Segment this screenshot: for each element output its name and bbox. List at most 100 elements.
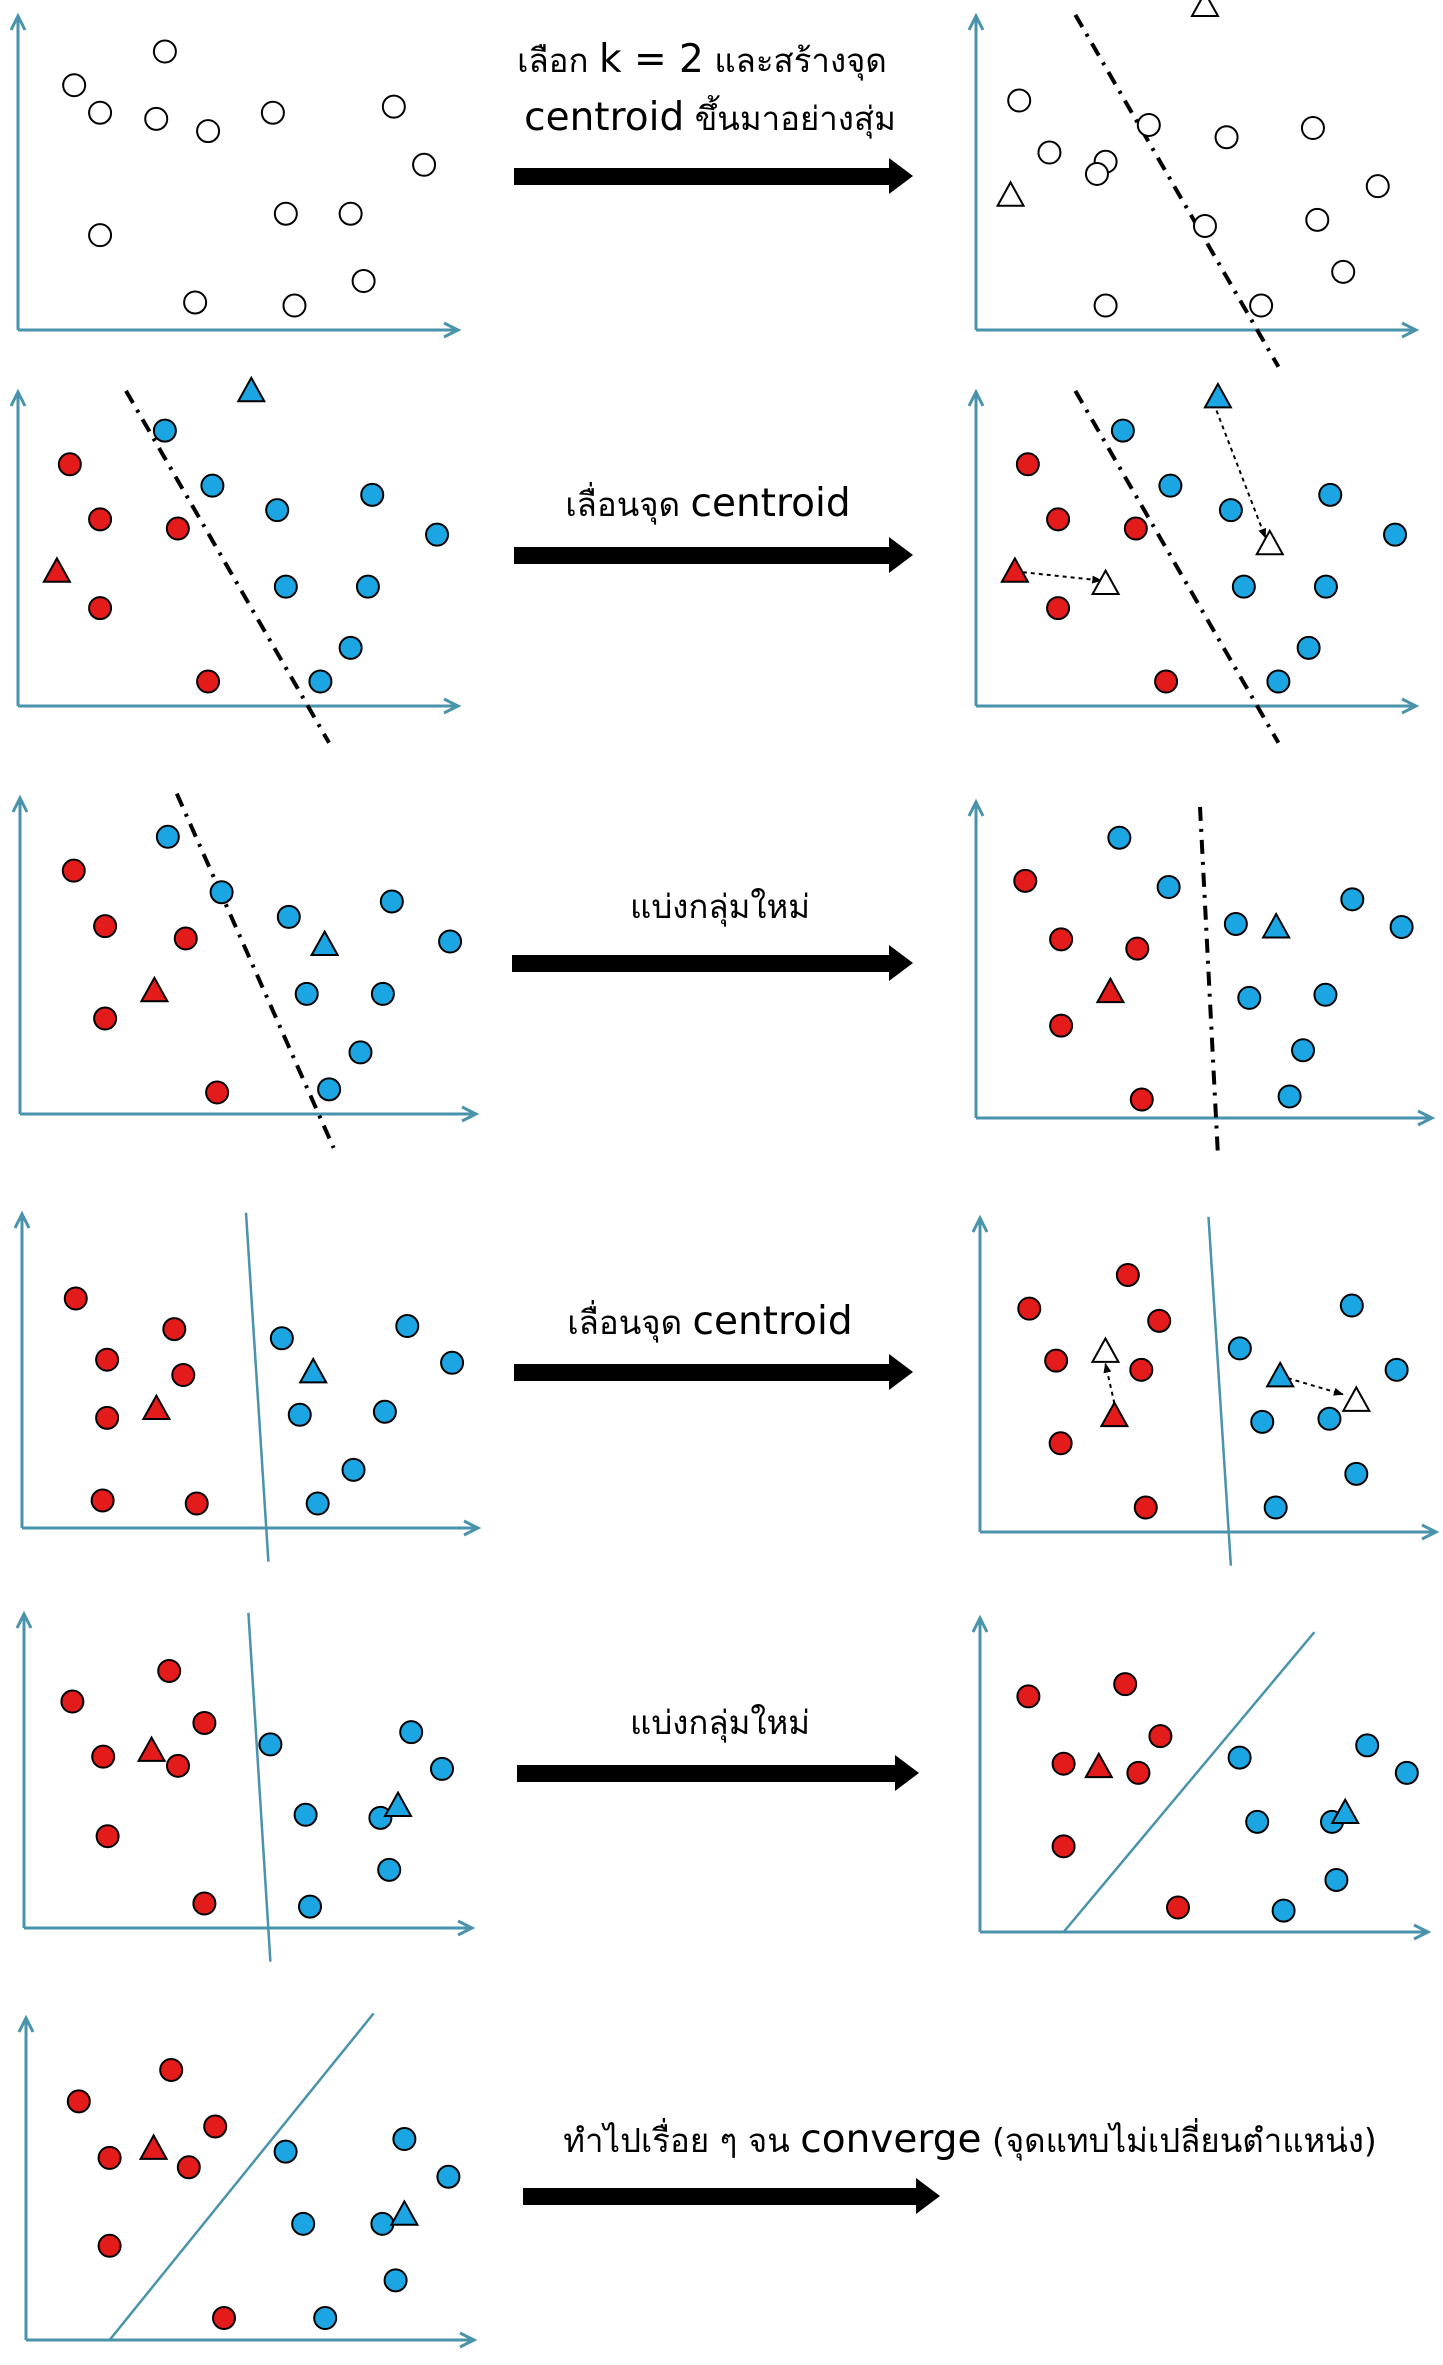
data-point: [1344, 1461, 1369, 1486]
data-point: [93, 1006, 118, 1031]
data-point: [1110, 418, 1135, 443]
data-point: [294, 981, 319, 1006]
data-point: [1383, 522, 1408, 547]
data-point: [1296, 635, 1321, 660]
step-6-arrow: [523, 2178, 940, 2214]
data-point: [1324, 1867, 1349, 1892]
data-point: [282, 293, 307, 318]
step-4-label: เลื่อนจุด centroid: [567, 1299, 852, 1344]
step-2-text-centroid: centroid: [691, 481, 851, 526]
data-point: [348, 1040, 373, 1065]
data-point: [1365, 174, 1390, 199]
step-6-text-a: ทำไปเรื่อย ๆ จน: [563, 2118, 800, 2160]
data-point: [305, 1491, 330, 1516]
data-point: [144, 106, 169, 131]
data-point: [1156, 875, 1181, 899]
data-point: [1129, 1087, 1154, 1112]
data-point: [1237, 985, 1262, 1010]
data-point: [203, 2114, 228, 2139]
data-point: [1313, 982, 1338, 1007]
data-point: [1249, 293, 1274, 318]
data-point: [166, 1753, 190, 1778]
data-point: [291, 2211, 316, 2236]
data-point: [93, 914, 118, 939]
centroid-marker: [1095, 976, 1126, 1004]
data-point: [258, 1732, 283, 1757]
y-axis-arrowhead: [17, 2014, 35, 2033]
data-point: [260, 100, 285, 125]
data-point: [1227, 1745, 1252, 1770]
step-1-text-k: k = 2: [599, 37, 704, 82]
data-point: [97, 2233, 122, 2258]
data-point: [1340, 887, 1365, 912]
data-point: [88, 507, 113, 532]
data-point: [355, 574, 380, 599]
data-point: [1017, 1296, 1042, 1321]
y-axis-arrowhead: [971, 1214, 989, 1233]
data-point: [97, 2145, 122, 2170]
data-point: [1133, 1495, 1158, 1520]
data-point: [1300, 116, 1325, 141]
data-point: [61, 858, 86, 883]
data-point: [1046, 596, 1071, 621]
data-point: [95, 1405, 120, 1430]
step-2-label: เลื่อนจุด centroid: [565, 481, 850, 526]
centroid-move-arrow: [1279, 1374, 1344, 1396]
step-3-label: แบ่งกลุ่มใหม่: [630, 887, 810, 927]
y-axis-arrowhead: [9, 388, 27, 407]
step-1-arrow: [514, 158, 913, 194]
y-axis-arrowhead: [967, 798, 985, 817]
centroid-marker: [42, 556, 72, 583]
data-point: [1113, 1672, 1138, 1697]
x-axis-arrowhead: [459, 2331, 478, 2349]
y-axis-arrowhead: [967, 388, 985, 407]
data-point: [173, 926, 198, 951]
data-point: [205, 1080, 230, 1105]
step-1-text-centroid: centroid: [524, 95, 684, 140]
data-point: [430, 1756, 454, 1781]
centroid-move-arrow: [1103, 1362, 1116, 1404]
data-point: [157, 1658, 182, 1683]
data-point: [1147, 1308, 1172, 1333]
step-1-label: เลือก k = 2 และสร้างจุด centroid ขึ้นมาอ…: [517, 37, 896, 140]
data-point: [1318, 482, 1343, 507]
data-point: [196, 669, 221, 694]
step-1-text-random: ขึ้นมาอย่างสุ่ม: [684, 95, 896, 139]
data-point: [1394, 1760, 1419, 1785]
panel-2-random-centroids: [967, 0, 1420, 368]
centroid-marker: [1255, 528, 1285, 556]
step-6-text-c: (จุดแทบไม่เปลี่ยนตำแหน่ง): [981, 2118, 1376, 2161]
data-point: [1046, 507, 1071, 532]
centroid-marker: [1203, 381, 1233, 409]
data-point: [1218, 498, 1243, 523]
data-point: [1123, 516, 1148, 541]
cluster-boundary: [1073, 389, 1281, 744]
data-point: [1049, 927, 1074, 952]
centroid-marker: [1341, 1385, 1372, 1412]
data-point: [1331, 259, 1356, 284]
data-point: [395, 1314, 420, 1339]
data-point: [1223, 911, 1248, 936]
x-axis-arrowhead: [463, 1519, 482, 1537]
data-point: [338, 201, 363, 226]
step-4-text-centroid: centroid: [693, 1299, 853, 1344]
panel-11-converged: [17, 2012, 478, 2349]
data-point: [1305, 207, 1330, 232]
data-point: [1051, 1751, 1076, 1776]
cluster-boundary: [1062, 1631, 1316, 1933]
data-point: [155, 824, 180, 849]
data-point: [1231, 574, 1256, 599]
centroid-marker: [138, 2133, 169, 2160]
data-point: [370, 2211, 395, 2236]
data-point: [1192, 213, 1217, 238]
centroid-marker: [1099, 1400, 1130, 1428]
data-point: [1136, 112, 1161, 137]
step-4-text-a: เลื่อนจุด: [567, 1300, 692, 1343]
centroid-marker: [995, 180, 1026, 207]
data-point: [159, 2057, 184, 2082]
data-point: [273, 2139, 298, 2164]
x-axis-arrowhead: [457, 1919, 476, 1937]
x-axis-arrowhead: [443, 697, 462, 715]
data-point: [1044, 1348, 1069, 1373]
